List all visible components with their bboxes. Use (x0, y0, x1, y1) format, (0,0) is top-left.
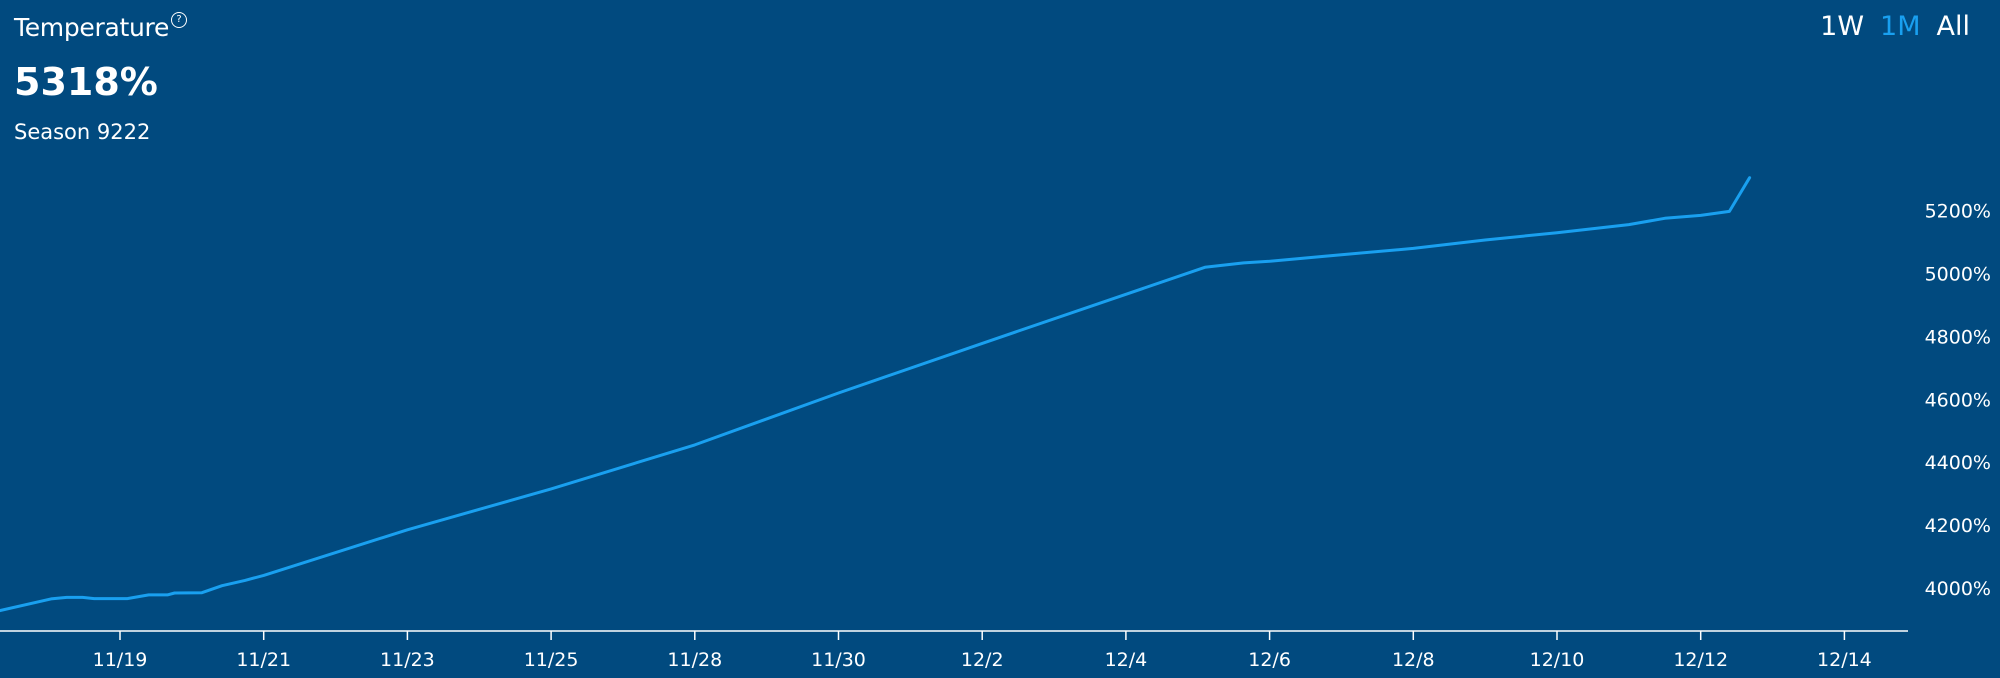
x-tick-label: 11/25 (524, 649, 579, 671)
y-tick-label: 4600% (1925, 389, 1991, 411)
x-tick-label: 11/19 (93, 649, 148, 671)
y-tick-label: 4800% (1925, 326, 1991, 348)
x-tick-label: 11/30 (811, 649, 866, 671)
current-value: 5318% (14, 60, 158, 104)
chart-title: Temperature (14, 13, 170, 42)
x-tick-label: 11/21 (236, 649, 291, 671)
range-all-button[interactable]: All (1936, 11, 1970, 42)
x-tick-label: 12/8 (1392, 649, 1435, 671)
x-tick-label: 12/10 (1530, 649, 1585, 671)
y-tick-label: 4000% (1925, 578, 1991, 600)
x-tick-label: 12/6 (1248, 649, 1291, 671)
range-1m-button[interactable]: 1M (1880, 11, 1921, 42)
y-tick-label: 5000% (1925, 264, 1991, 286)
y-tick-label: 4200% (1925, 515, 1991, 537)
x-tick-label: 12/12 (1673, 649, 1728, 671)
chart-header: Temperature ? 5318% Season 9222 (14, 10, 188, 146)
range-selector: 1W 1M All (1820, 10, 1970, 44)
season-label: Season 9222 (14, 120, 151, 144)
y-tick-label: 5200% (1925, 201, 1991, 223)
question-circle-icon[interactable]: ? (171, 12, 188, 28)
x-tick-label: 11/28 (667, 649, 722, 671)
y-tick-label: 4400% (1925, 452, 1991, 474)
x-tick-label: 12/2 (961, 649, 1004, 671)
range-1w-button[interactable]: 1W (1820, 11, 1865, 42)
x-tick-label: 12/4 (1105, 649, 1148, 671)
series-line (0, 176, 1752, 613)
x-tick-label: 11/23 (380, 649, 435, 671)
title-row: Temperature ? (14, 10, 188, 46)
x-tick-label: 12/14 (1817, 649, 1872, 671)
